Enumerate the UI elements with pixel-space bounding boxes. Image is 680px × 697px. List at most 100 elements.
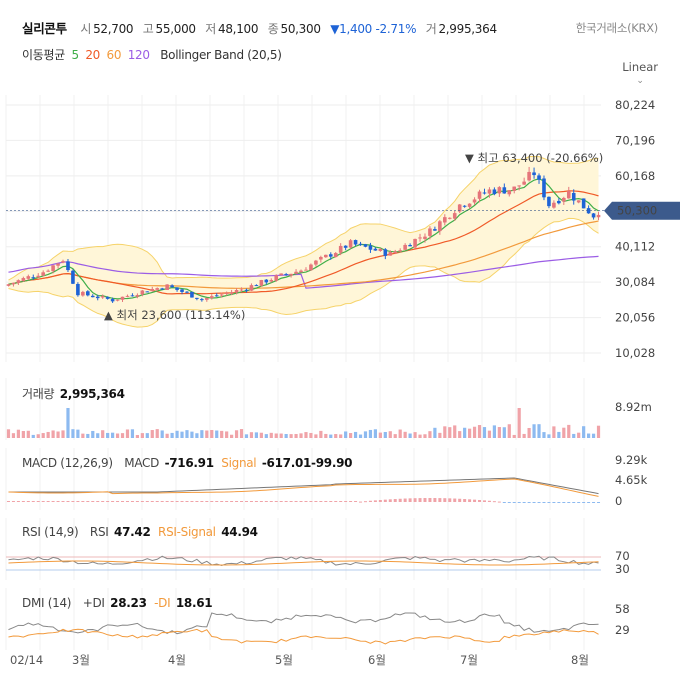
candle-body	[304, 269, 308, 271]
volume-bar	[443, 426, 447, 438]
ma-legend[interactable]: 이동평균 5 20 60 120 Bollinger Band (20,5)	[22, 46, 285, 63]
volume-bar	[304, 432, 308, 438]
candle-body	[259, 280, 264, 286]
macd-histogram-bar	[274, 501, 278, 502]
volume-bar	[239, 429, 244, 438]
macd-histogram-bar	[517, 502, 521, 503]
candle-body	[140, 290, 145, 295]
macd-histogram-bar	[155, 501, 159, 502]
volume-bar	[145, 433, 149, 438]
candle-body	[145, 291, 150, 293]
candle-body	[170, 285, 174, 288]
volume-bar	[205, 430, 209, 438]
volume-bar	[160, 430, 164, 438]
candle-body	[443, 217, 447, 223]
volume-bar	[16, 429, 20, 438]
macd-panel-label: MACD (12,26,9) MACD -716.91 Signal -617.…	[22, 456, 356, 470]
volume-bar	[96, 433, 100, 438]
volume-bar	[234, 430, 239, 438]
macd-histogram-bar	[36, 501, 40, 502]
candle-body	[219, 294, 224, 296]
volume-bar	[477, 425, 482, 438]
candle-body	[244, 289, 249, 291]
macd-histogram-bar	[413, 498, 417, 502]
rsi-axis-tick: 70	[615, 549, 630, 563]
volume-bar	[468, 428, 472, 438]
macd-histogram-bar	[532, 502, 536, 503]
volume-bar	[507, 424, 511, 438]
pdi-line	[8, 612, 599, 635]
volume-bar	[413, 432, 417, 438]
macd-histogram-bar	[334, 501, 338, 502]
macd-histogram-bar	[324, 501, 328, 502]
candle-body	[467, 203, 472, 207]
volume-bar	[26, 430, 30, 438]
volume-bar	[56, 431, 60, 438]
candle-body	[418, 237, 422, 239]
candle-body	[388, 252, 393, 256]
candle-body	[130, 295, 135, 297]
rsi-value: 47.42	[114, 525, 151, 539]
candle-body	[224, 293, 229, 295]
candle-body	[328, 254, 333, 257]
dmi-panel-title: DMI (14)	[22, 596, 72, 610]
candle-body	[502, 187, 507, 194]
candle-body	[254, 285, 259, 287]
volume-bar	[512, 434, 516, 438]
bollinger-upper-line	[8, 155, 599, 281]
volume-bar	[388, 431, 392, 438]
macd-histogram-bar	[175, 501, 179, 502]
volume-bar	[190, 431, 194, 438]
candle-body	[299, 270, 303, 273]
candle-body	[274, 275, 279, 281]
volume-bar	[210, 429, 214, 438]
volume-bar	[125, 429, 130, 438]
candle-body	[205, 298, 209, 300]
macd-hist-value: -99.90	[311, 456, 353, 470]
scale-toggle-label: Linear	[622, 60, 658, 74]
volume-bar	[423, 434, 427, 438]
candle-body	[428, 228, 432, 236]
candle-body	[105, 297, 110, 299]
macd-histogram-bar	[170, 501, 174, 502]
rsi-line	[8, 555, 599, 566]
macd-histogram-bar	[6, 501, 10, 502]
volume-bar	[532, 424, 536, 438]
candle-body	[472, 199, 477, 203]
candle-body	[120, 296, 125, 300]
scale-toggle[interactable]: Linear ⌄	[622, 60, 658, 86]
macd-histogram-bar	[587, 502, 591, 503]
macd-histogram-bar	[61, 501, 65, 502]
candle-body	[423, 236, 427, 239]
volume-bar	[537, 424, 541, 438]
macd-histogram-bar	[492, 501, 496, 503]
volume-bar	[81, 433, 85, 438]
volume-bar	[91, 430, 95, 438]
candle-body	[517, 185, 521, 187]
volume-bar	[230, 434, 234, 438]
volume-bar	[408, 433, 412, 438]
volume-bar	[101, 430, 105, 438]
macd-histogram-bar	[244, 501, 248, 502]
macd-axis-tick: 9.29k	[615, 453, 648, 467]
macd-histogram-bar	[339, 501, 343, 502]
volume-bar	[150, 430, 154, 438]
candle-body	[542, 178, 546, 198]
price-axis-tick: 40,112	[615, 240, 655, 254]
candle-body	[576, 200, 581, 203]
volume-bar	[66, 408, 70, 438]
volume-bar	[225, 431, 229, 438]
macd-histogram-bar	[582, 502, 586, 503]
candle-body	[333, 253, 338, 258]
macd-histogram-bar	[205, 501, 209, 502]
rsi-panel-label: RSI (14,9) RSI 47.42 RSI-Signal 44.94	[22, 525, 262, 539]
macd-histogram-bar	[497, 501, 501, 503]
candle-body	[284, 274, 288, 276]
candle-body	[155, 288, 160, 290]
candle-body	[433, 229, 437, 231]
macd-histogram-bar	[597, 502, 601, 503]
candle-body	[76, 283, 80, 296]
macd-histogram-bar	[363, 501, 367, 503]
volume-bar	[324, 433, 328, 438]
